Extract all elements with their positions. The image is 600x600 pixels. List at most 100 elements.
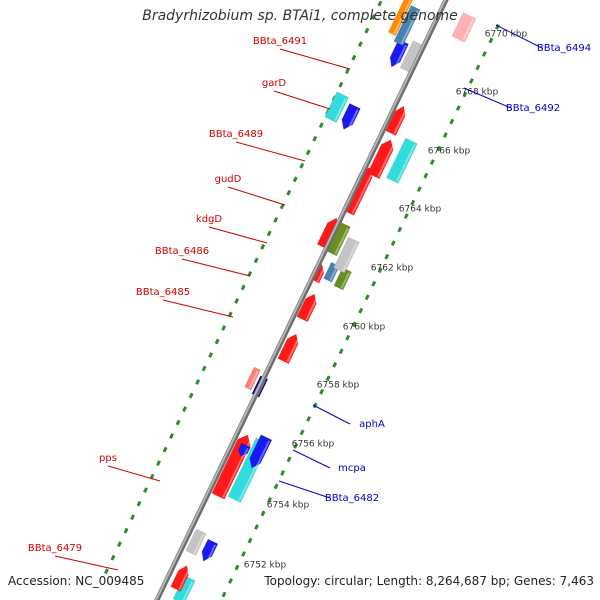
tick-row-right — [338, 81, 344, 88]
scale-label: 6766 kbp — [428, 147, 471, 157]
gene-feature-shine — [243, 447, 249, 457]
tick-row-right — [169, 433, 175, 439]
gene-feature-shine — [393, 0, 412, 35]
gene-feature-shine — [182, 581, 194, 600]
tick-row-left — [416, 186, 422, 193]
gene-feature-9 — [244, 366, 261, 391]
tick-row-right — [357, 41, 363, 48]
left-gene-label: BBta_6491 — [253, 36, 307, 47]
tick-row-right — [312, 135, 318, 142]
tick-row-right — [318, 122, 324, 129]
right-gene-label: BBta_6494 — [537, 43, 591, 54]
tick-layer — [104, 0, 500, 598]
tick-row-left — [364, 294, 370, 301]
gene-feature-6 — [249, 434, 273, 469]
tick-row-left — [241, 551, 246, 557]
tick-row-left — [436, 145, 442, 152]
tick-row-right — [123, 527, 129, 534]
feature-layer — [170, 0, 477, 600]
left-leader-line — [227, 186, 286, 206]
gene-feature-shine — [254, 440, 270, 470]
tick-row-right — [260, 243, 266, 250]
gene-feature-21 — [385, 105, 406, 136]
gene-feature-shine — [286, 337, 300, 363]
left-gene-label: pps — [99, 453, 117, 464]
tick-row-left — [273, 483, 279, 490]
tick-row-left — [286, 456, 292, 463]
tick-row-right — [370, 14, 376, 21]
tick-row-left — [429, 159, 435, 165]
tick-row-right — [136, 500, 142, 507]
tick-row-left — [325, 375, 331, 382]
right-leader-line — [292, 449, 331, 469]
left-leader-line — [162, 299, 234, 318]
left-gene-label: kdgD — [196, 214, 222, 225]
gene-feature-20 — [367, 139, 394, 180]
right-gene-label: aphA — [359, 419, 385, 430]
tick-row-right — [162, 446, 168, 453]
tick-row-left — [488, 37, 494, 44]
tick-row-left — [221, 591, 227, 598]
tick-row-left — [449, 118, 455, 125]
tick-row-right — [156, 460, 161, 467]
tick-row-left — [455, 105, 461, 111]
gene-feature-22 — [324, 91, 349, 123]
gene-feature-shine — [206, 544, 217, 563]
gene-feature-23 — [341, 103, 361, 130]
tick-row-right — [266, 230, 272, 237]
gene-feature-shine — [393, 109, 407, 135]
tick-row-right — [299, 162, 305, 169]
tick-row-right — [182, 406, 188, 412]
tick-row-right — [117, 541, 122, 548]
tick-row-right — [143, 487, 148, 494]
tick-row-left — [462, 91, 468, 98]
tick-row-left — [371, 280, 377, 287]
tick-row-left — [377, 267, 383, 274]
gene-feature-shine — [395, 144, 416, 183]
tick-row-right — [208, 352, 214, 358]
tick-row-right — [351, 54, 357, 61]
tick-row-left — [254, 524, 259, 530]
scale-label: 6762 kbp — [371, 264, 414, 274]
tick-row-left — [332, 361, 338, 368]
tick-row-left — [384, 253, 390, 260]
tick-row-left — [267, 497, 273, 503]
gene-feature-shine — [462, 19, 474, 41]
gene-feature-26 — [393, 5, 421, 47]
gene-feature-shine — [305, 297, 318, 321]
tick-row-right — [221, 325, 227, 331]
gene-feature-shine — [342, 242, 358, 272]
tick-row-left — [312, 402, 318, 409]
right-leader-line — [495, 24, 543, 49]
tick-row-right — [377, 0, 383, 7]
gene-feature-shine — [178, 568, 191, 590]
gene-feature-shine — [394, 44, 407, 68]
gene-feature-shine — [377, 143, 395, 178]
tick-row-right — [344, 68, 350, 75]
tick-row-left — [481, 51, 487, 57]
gene-feature-19 — [386, 137, 418, 184]
gene-feature-3 — [185, 528, 207, 556]
scale-layer: 6770 kbp 6768 kbp 6766 kbp 6764 kbp 6762 kbp… — [244, 30, 528, 571]
tick-row-left — [442, 132, 448, 138]
genome-title: Bradyrhizobium sp. BTAi1, complete genom… — [142, 8, 458, 24]
tick-row-left — [306, 415, 312, 422]
gene-feature-shine — [316, 267, 326, 282]
tick-row-right — [273, 216, 279, 223]
tick-row-left — [293, 442, 299, 449]
gene-feature-10 — [277, 333, 299, 365]
topology-text: Topology: circular; Length: 8,264,687 bp… — [264, 574, 594, 588]
gene-feature-25 — [389, 39, 409, 68]
right-gene-label: mcpa — [338, 463, 366, 474]
scale-label: 6770 kbp — [485, 30, 528, 40]
tick-row-right — [195, 379, 201, 385]
tick-row-left — [423, 172, 429, 179]
right-gene-label: BBta_6482 — [325, 493, 379, 504]
tick-row-left — [410, 199, 416, 206]
scale-label: 6752 kbp — [244, 561, 287, 571]
tick-row-left — [228, 578, 233, 584]
tick-row-left — [247, 537, 253, 544]
left-leader-line — [107, 465, 161, 482]
tick-row-right — [364, 27, 370, 34]
